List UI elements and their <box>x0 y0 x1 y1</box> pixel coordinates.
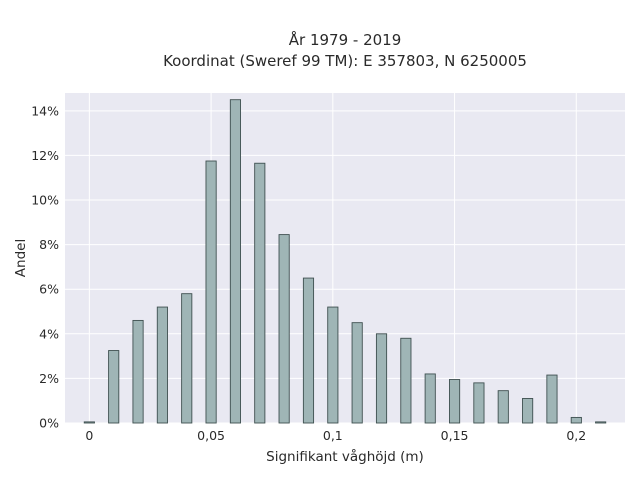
bar <box>83 421 95 424</box>
bar <box>229 99 241 424</box>
y-tick-label: 2% <box>39 371 59 386</box>
bar <box>570 416 582 424</box>
bar <box>424 373 436 424</box>
bar <box>156 306 168 424</box>
x-axis-label: Signifikant våghöjd (m) <box>266 448 424 465</box>
bar <box>351 322 363 424</box>
y-axis-label: Andel <box>13 239 29 277</box>
y-tick-label: 14% <box>31 103 59 118</box>
bar <box>400 337 412 424</box>
bar <box>522 398 534 424</box>
x-tick-label: 0,1 <box>323 428 343 443</box>
bar <box>108 350 120 424</box>
y-tick-label: 4% <box>39 326 59 341</box>
y-axis-ticks: 0% 2% 4% 6% 8% 10% 12% 14% <box>31 103 59 430</box>
bar <box>497 390 509 424</box>
y-tick-label: 10% <box>31 193 59 208</box>
bar <box>546 374 558 424</box>
chart-title-line-1: År 1979 - 2019 <box>289 30 402 49</box>
chart-title-line-2: Koordinat (Sweref 99 TM): E 357803, N 62… <box>163 52 527 70</box>
y-tick-label: 0% <box>39 416 59 431</box>
bar <box>132 319 144 424</box>
bar <box>327 306 339 424</box>
y-tick-label: 12% <box>31 148 59 163</box>
x-tick-label: 0,15 <box>441 428 469 443</box>
bar <box>302 277 315 424</box>
bar <box>595 421 607 424</box>
bar <box>254 162 266 424</box>
bars <box>83 99 607 424</box>
x-axis-ticks: 0 0,05 0,1 0,15 0,2 <box>85 428 586 443</box>
bar <box>473 382 485 424</box>
plot-area <box>65 93 625 423</box>
y-tick-label: 6% <box>39 282 59 297</box>
y-tick-label: 8% <box>39 237 59 252</box>
x-tick-label: 0,05 <box>197 428 225 443</box>
bar <box>375 333 388 424</box>
bar <box>205 160 217 424</box>
bar <box>181 293 193 424</box>
x-tick-label: 0,2 <box>566 428 586 443</box>
x-tick-label: 0 <box>85 428 93 443</box>
bar <box>278 234 290 424</box>
bar <box>449 379 461 424</box>
